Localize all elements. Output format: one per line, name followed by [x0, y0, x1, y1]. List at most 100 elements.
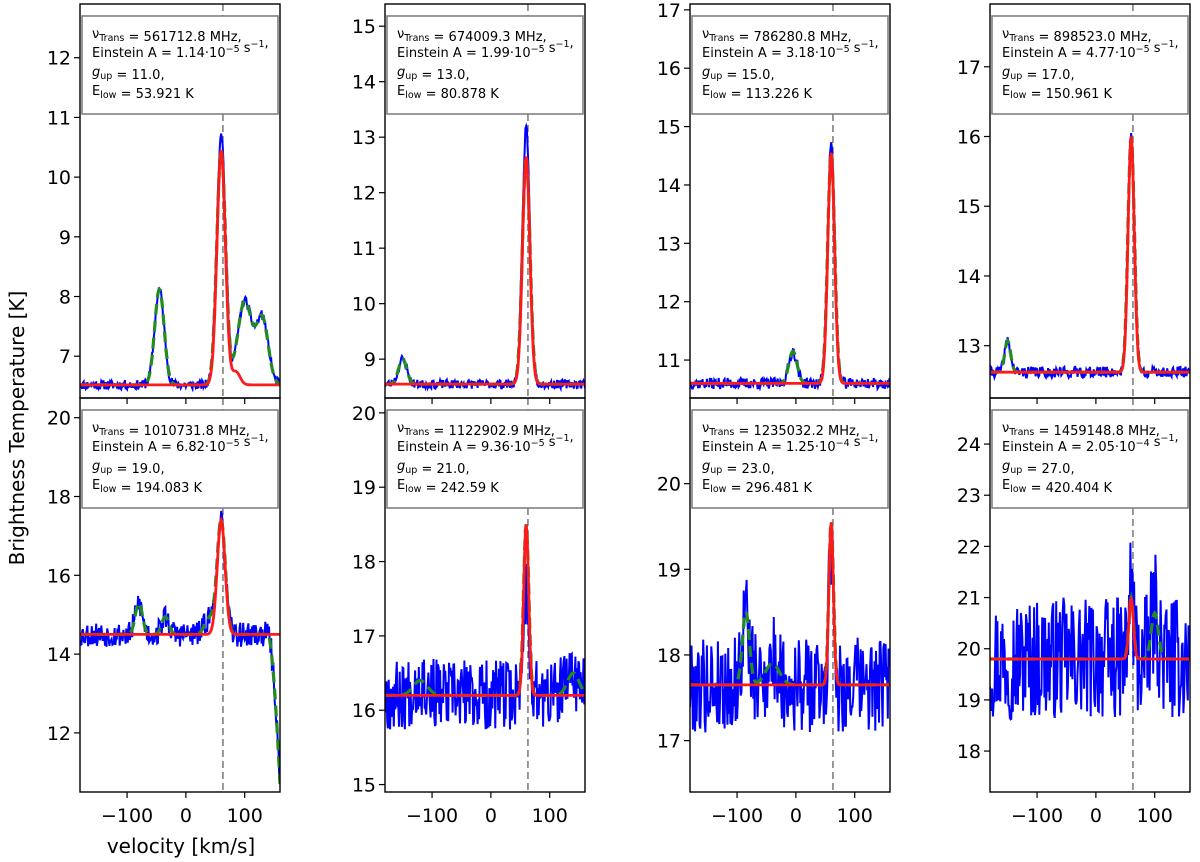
fit-spectrum-line — [690, 522, 890, 687]
legend: νTrans = 561712.8 MHz,Einstein A = 1.14·… — [81, 15, 279, 115]
y-tick-label: 15 — [957, 196, 981, 218]
legend-box — [991, 409, 1189, 509]
legend-g-up: gup = 13.0, — [397, 65, 470, 83]
legend-frequency: νTrans = 561712.8 MHz, — [92, 27, 242, 45]
y-tick-label: 17 — [957, 57, 981, 79]
legend-frequency: νTrans = 1235032.2 MHz, — [702, 421, 860, 439]
legend-frequency: νTrans = 898523.0 MHz, — [1002, 27, 1152, 45]
legend-e-low: Elow = 150.961 K — [1002, 84, 1113, 102]
fit-spectrum-line — [80, 516, 280, 636]
y-tick-label: 20 — [657, 474, 681, 496]
y-tick-label: 12 — [47, 48, 71, 70]
legend-box — [691, 15, 889, 115]
legend-e-low: Elow = 194.083 K — [92, 478, 203, 496]
plot-area — [690, 4, 890, 398]
legend-g-up: gup = 19.0, — [92, 459, 165, 477]
fit-spectrum-line — [385, 524, 585, 697]
x-tick-label: 100 — [1137, 805, 1173, 827]
x-tick-label: 0 — [180, 805, 192, 827]
observed-spectrum-line — [80, 510, 280, 781]
y-tick-label: 16 — [352, 700, 376, 722]
observed-spectrum-line — [385, 563, 585, 730]
legend-frequency: νTrans = 1122902.9 MHz, — [397, 421, 555, 439]
y-tick-label: 17 — [657, 731, 681, 753]
legend-einstein-a: Einstein A = 1.99·10−5 s−1, — [397, 36, 574, 61]
observed-spectrum-line — [690, 536, 890, 733]
axes-frame — [989, 397, 1191, 793]
observed-spectrum-line — [990, 133, 1190, 382]
legend-e-low: Elow = 242.59 K — [397, 478, 499, 496]
plot-area — [990, 4, 1190, 398]
legend-g-up: gup = 17.0, — [1002, 65, 1075, 83]
x-tick-label: 100 — [532, 805, 568, 827]
legend-e-low: Elow = 53.921 K — [92, 84, 194, 102]
x-tick-label: 100 — [837, 805, 873, 827]
model-spectrum-line — [690, 152, 890, 385]
model-spectrum-line — [80, 515, 280, 785]
x-tick-label: −100 — [101, 805, 153, 827]
y-tick-label: 10 — [47, 167, 71, 189]
fit-spectrum-line — [990, 136, 1190, 374]
y-tick-label: 20 — [47, 408, 71, 430]
legend-einstein-a: Einstein A = 4.77·10−5 s−1, — [1002, 36, 1179, 61]
y-tick-label: 17 — [657, 0, 681, 22]
legend: νTrans = 1122902.9 MHz,Einstein A = 9.36… — [386, 409, 584, 509]
y-tick-label: 9 — [59, 227, 71, 249]
y-tick-label: 17 — [352, 626, 376, 648]
y-tick-label: 24 — [957, 434, 981, 456]
y-tick-label: 15 — [352, 775, 376, 797]
y-tick-label: 7 — [59, 346, 71, 368]
y-axis-title: Brightness Temperature [K] — [5, 291, 29, 566]
legend: νTrans = 1235032.2 MHz,Einstein A = 1.25… — [691, 409, 889, 509]
plot-area — [385, 4, 585, 398]
y-tick-label: 13 — [957, 336, 981, 358]
legend-box — [81, 15, 279, 115]
x-tick-label: 0 — [1090, 805, 1102, 827]
x-tick-label: 0 — [790, 805, 802, 827]
legend-g-up: gup = 11.0, — [92, 65, 165, 83]
legend-einstein-a: Einstein A = 1.14·10−5 s−1, — [92, 36, 269, 61]
y-tick-label: 14 — [957, 266, 981, 288]
y-tick-label: 18 — [657, 645, 681, 667]
panel-grid: νTrans = 561712.8 MHz,Einstein A = 1.14·… — [47, 0, 1191, 827]
legend-frequency: νTrans = 1459148.8 MHz, — [1002, 421, 1160, 439]
fit-spectrum-line — [690, 152, 890, 385]
panel-2: νTrans = 674009.3 MHz,Einstein A = 1.99·… — [352, 3, 586, 404]
y-tick-label: 19 — [352, 477, 376, 499]
y-tick-label: 16 — [657, 58, 681, 80]
model-spectrum-line — [385, 156, 585, 386]
y-tick-label: 11 — [47, 107, 71, 129]
legend-einstein-a: Einstein A = 2.05·10−4 s−1, — [1002, 430, 1179, 455]
legend-frequency: νTrans = 1010731.8 MHz, — [92, 421, 250, 439]
x-tick-label: −100 — [1011, 805, 1063, 827]
observed-spectrum-line — [990, 542, 1190, 721]
y-tick-label: 15 — [657, 117, 681, 139]
legend-frequency: νTrans = 674009.3 MHz, — [397, 27, 547, 45]
panel-7: νTrans = 1235032.2 MHz,Einstein A = 1.25… — [657, 397, 891, 827]
x-tick-label: 0 — [485, 805, 497, 827]
axes-frame — [384, 397, 586, 793]
y-tick-label: 20 — [957, 639, 981, 661]
legend-box — [386, 409, 584, 509]
y-tick-label: 20 — [352, 403, 376, 425]
y-tick-label: 16 — [957, 126, 981, 148]
y-tick-label: 9 — [364, 349, 376, 371]
axes-frame — [689, 397, 891, 793]
x-tick-label: −100 — [406, 805, 458, 827]
legend: νTrans = 674009.3 MHz,Einstein A = 1.99·… — [386, 15, 584, 115]
y-tick-label: 11 — [352, 238, 376, 260]
axes-frame — [79, 397, 281, 793]
y-tick-label: 12 — [352, 183, 376, 205]
legend-g-up: gup = 27.0, — [1002, 459, 1075, 477]
legend-e-low: Elow = 420.404 K — [1002, 478, 1113, 496]
plot-area — [385, 398, 585, 792]
legend-einstein-a: Einstein A = 1.25·10−4 s−1, — [702, 430, 879, 455]
legend-box — [386, 15, 584, 115]
legend-g-up: gup = 21.0, — [397, 459, 470, 477]
fit-spectrum-line — [385, 156, 585, 386]
y-tick-label: 21 — [957, 588, 981, 610]
y-tick-label: 14 — [47, 644, 71, 666]
legend: νTrans = 1459148.8 MHz,Einstein A = 2.05… — [991, 409, 1189, 509]
observed-spectrum-line — [385, 122, 585, 393]
legend-einstein-a: Einstein A = 6.82·10−5 s−1, — [92, 430, 269, 455]
